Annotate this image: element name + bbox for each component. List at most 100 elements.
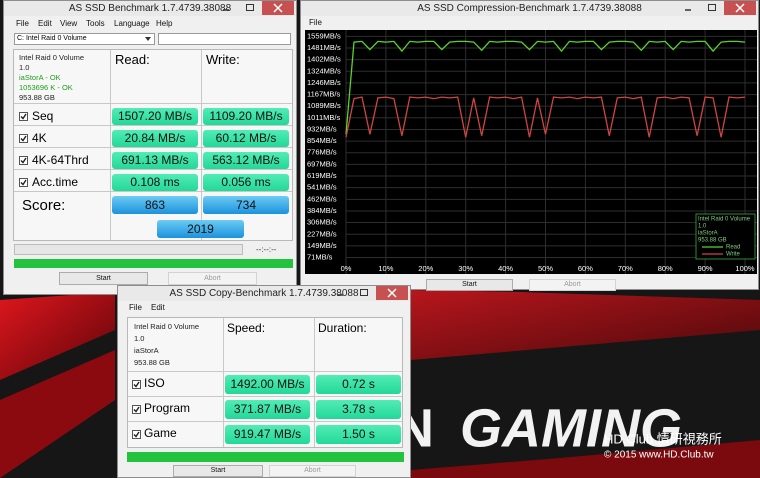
- checkbox[interactable]: [132, 430, 141, 439]
- checkbox[interactable]: [19, 156, 28, 165]
- x-tick-label: 100%: [735, 264, 755, 273]
- value-box: 3.78 s: [316, 400, 401, 419]
- close-button[interactable]: [262, 1, 294, 15]
- y-tick-label: 227MB/s: [307, 229, 337, 238]
- close-button[interactable]: [724, 1, 756, 15]
- y-tick-label: 1559MB/s: [307, 31, 341, 40]
- value-box: 0.72 s: [316, 375, 401, 394]
- icon-stroke: [20, 179, 27, 186]
- y-tick-label: 932MB/s: [307, 124, 337, 133]
- panel-divider: [128, 396, 402, 397]
- title-bar: [4, 1, 296, 16]
- score-label: Score:: [22, 197, 66, 214]
- icon: [133, 406, 140, 413]
- x-tick-label: 60%: [578, 264, 593, 273]
- checkbox[interactable]: [19, 134, 28, 143]
- menu-item[interactable]: Edit: [38, 19, 52, 28]
- drive-info: Intel Raid 0 Volume: [19, 53, 85, 62]
- y-tick-label: 697MB/s: [307, 159, 337, 168]
- icon-stroke: [273, 3, 283, 13]
- button[interactable]: Abort: [168, 272, 257, 285]
- panel-divider: [14, 103, 292, 104]
- checkbox[interactable]: [132, 380, 141, 389]
- drive-dropdown[interactable]: C: Intel Raid 0 Volume: [14, 33, 155, 45]
- icon-stroke: [20, 157, 27, 164]
- y-tick-label: 1167MB/s: [307, 90, 340, 99]
- icon-stroke: [735, 3, 745, 13]
- y-tick-label: 619MB/s: [307, 171, 337, 180]
- checkbox[interactable]: [19, 112, 28, 121]
- icon: [360, 289, 368, 296]
- drive-info: 953.88 GB: [19, 93, 55, 102]
- icon-stroke: [20, 113, 27, 120]
- close-button[interactable]: [376, 286, 408, 300]
- button[interactable]: Abort: [529, 279, 616, 291]
- icon: [20, 157, 27, 164]
- drive-info: 1.0: [134, 334, 145, 343]
- menu-item[interactable]: File: [309, 18, 322, 27]
- menu-item[interactable]: File: [16, 19, 29, 28]
- brand-text: GAMING: [460, 398, 682, 458]
- menu-item[interactable]: Edit: [151, 303, 165, 312]
- minimize-button[interactable]: [328, 286, 352, 300]
- icon: [337, 294, 343, 296]
- menu-item[interactable]: Help: [156, 19, 173, 28]
- maximize-button[interactable]: [352, 286, 376, 300]
- column-header: Read:: [115, 52, 150, 67]
- y-tick-label: 1481MB/s: [307, 43, 341, 52]
- panel-divider: [128, 371, 402, 372]
- checkbox[interactable]: [132, 405, 141, 414]
- button[interactable]: Start: [59, 272, 148, 285]
- row-label: Program: [144, 401, 191, 415]
- value-box: 1507.20 MB/s: [112, 108, 198, 125]
- icon: [685, 9, 691, 11]
- menu-item[interactable]: Language: [114, 19, 150, 28]
- button[interactable]: Start: [426, 279, 513, 291]
- icon-stroke: [708, 4, 716, 11]
- copyright: © 2015 www.HD.Club.tw: [604, 450, 714, 461]
- maximize-button[interactable]: [700, 1, 724, 15]
- icon: [273, 3, 283, 13]
- drive-info: 1.0: [19, 63, 30, 72]
- checkbox[interactable]: [19, 178, 28, 187]
- x-tick-label: 40%: [498, 264, 513, 273]
- button[interactable]: Abort: [269, 465, 356, 477]
- icon: [246, 4, 254, 11]
- y-tick-label: 1089MB/s: [307, 101, 341, 110]
- drive-info: iaStorA: [134, 346, 159, 355]
- score-box: 734: [203, 196, 289, 214]
- y-tick-label: 1246MB/s: [307, 78, 341, 87]
- y-tick-label: 854MB/s: [307, 136, 337, 145]
- minimize-button[interactable]: [676, 1, 700, 15]
- text-field[interactable]: [158, 33, 291, 45]
- window: AS SSD Compression-Benchmark 1.7.4739.38…: [300, 0, 759, 291]
- row-label: Seq: [32, 109, 54, 123]
- button[interactable]: Start: [173, 465, 263, 477]
- legend-box: [695, 213, 756, 260]
- icon-stroke: [133, 431, 140, 438]
- column-header: Speed:: [227, 321, 266, 335]
- value-box: 1.50 s: [316, 425, 401, 444]
- maximize-button[interactable]: [238, 1, 262, 15]
- menu-item[interactable]: Tools: [86, 19, 105, 28]
- watermark: HD.Club 情研視務所: [604, 431, 722, 446]
- minimize-button[interactable]: [214, 1, 238, 15]
- window-title: AS SSD Copy-Benchmark 1.7.4739.38088: [169, 288, 359, 299]
- icon: [133, 381, 140, 388]
- value-box: 1109.20 MB/s: [203, 108, 289, 125]
- menu-item[interactable]: View: [60, 19, 78, 28]
- drive-info: 953.88 GB: [134, 358, 170, 367]
- row-label: Acc.time: [32, 175, 79, 189]
- legend-info: Intel Raid 0 Volume: [698, 217, 751, 223]
- y-tick-label: 462MB/s: [307, 194, 337, 203]
- elapsed-time: --:--:--: [256, 245, 277, 254]
- menu-item[interactable]: File: [129, 303, 142, 312]
- value-box: 371.87 MB/s: [225, 400, 310, 419]
- y-tick-label: 306MB/s: [307, 218, 337, 227]
- status-bar: [14, 259, 293, 268]
- legend-label: Write: [726, 252, 741, 258]
- result-panel: Intel Raid 0 Volume 1.0 iaStorA 953.88 GB Sp…: [127, 317, 403, 448]
- result-panel: Intel Raid 0 Volume 1.0 iaStorA - OK 105369…: [13, 49, 293, 241]
- panel-divider: [314, 318, 315, 447]
